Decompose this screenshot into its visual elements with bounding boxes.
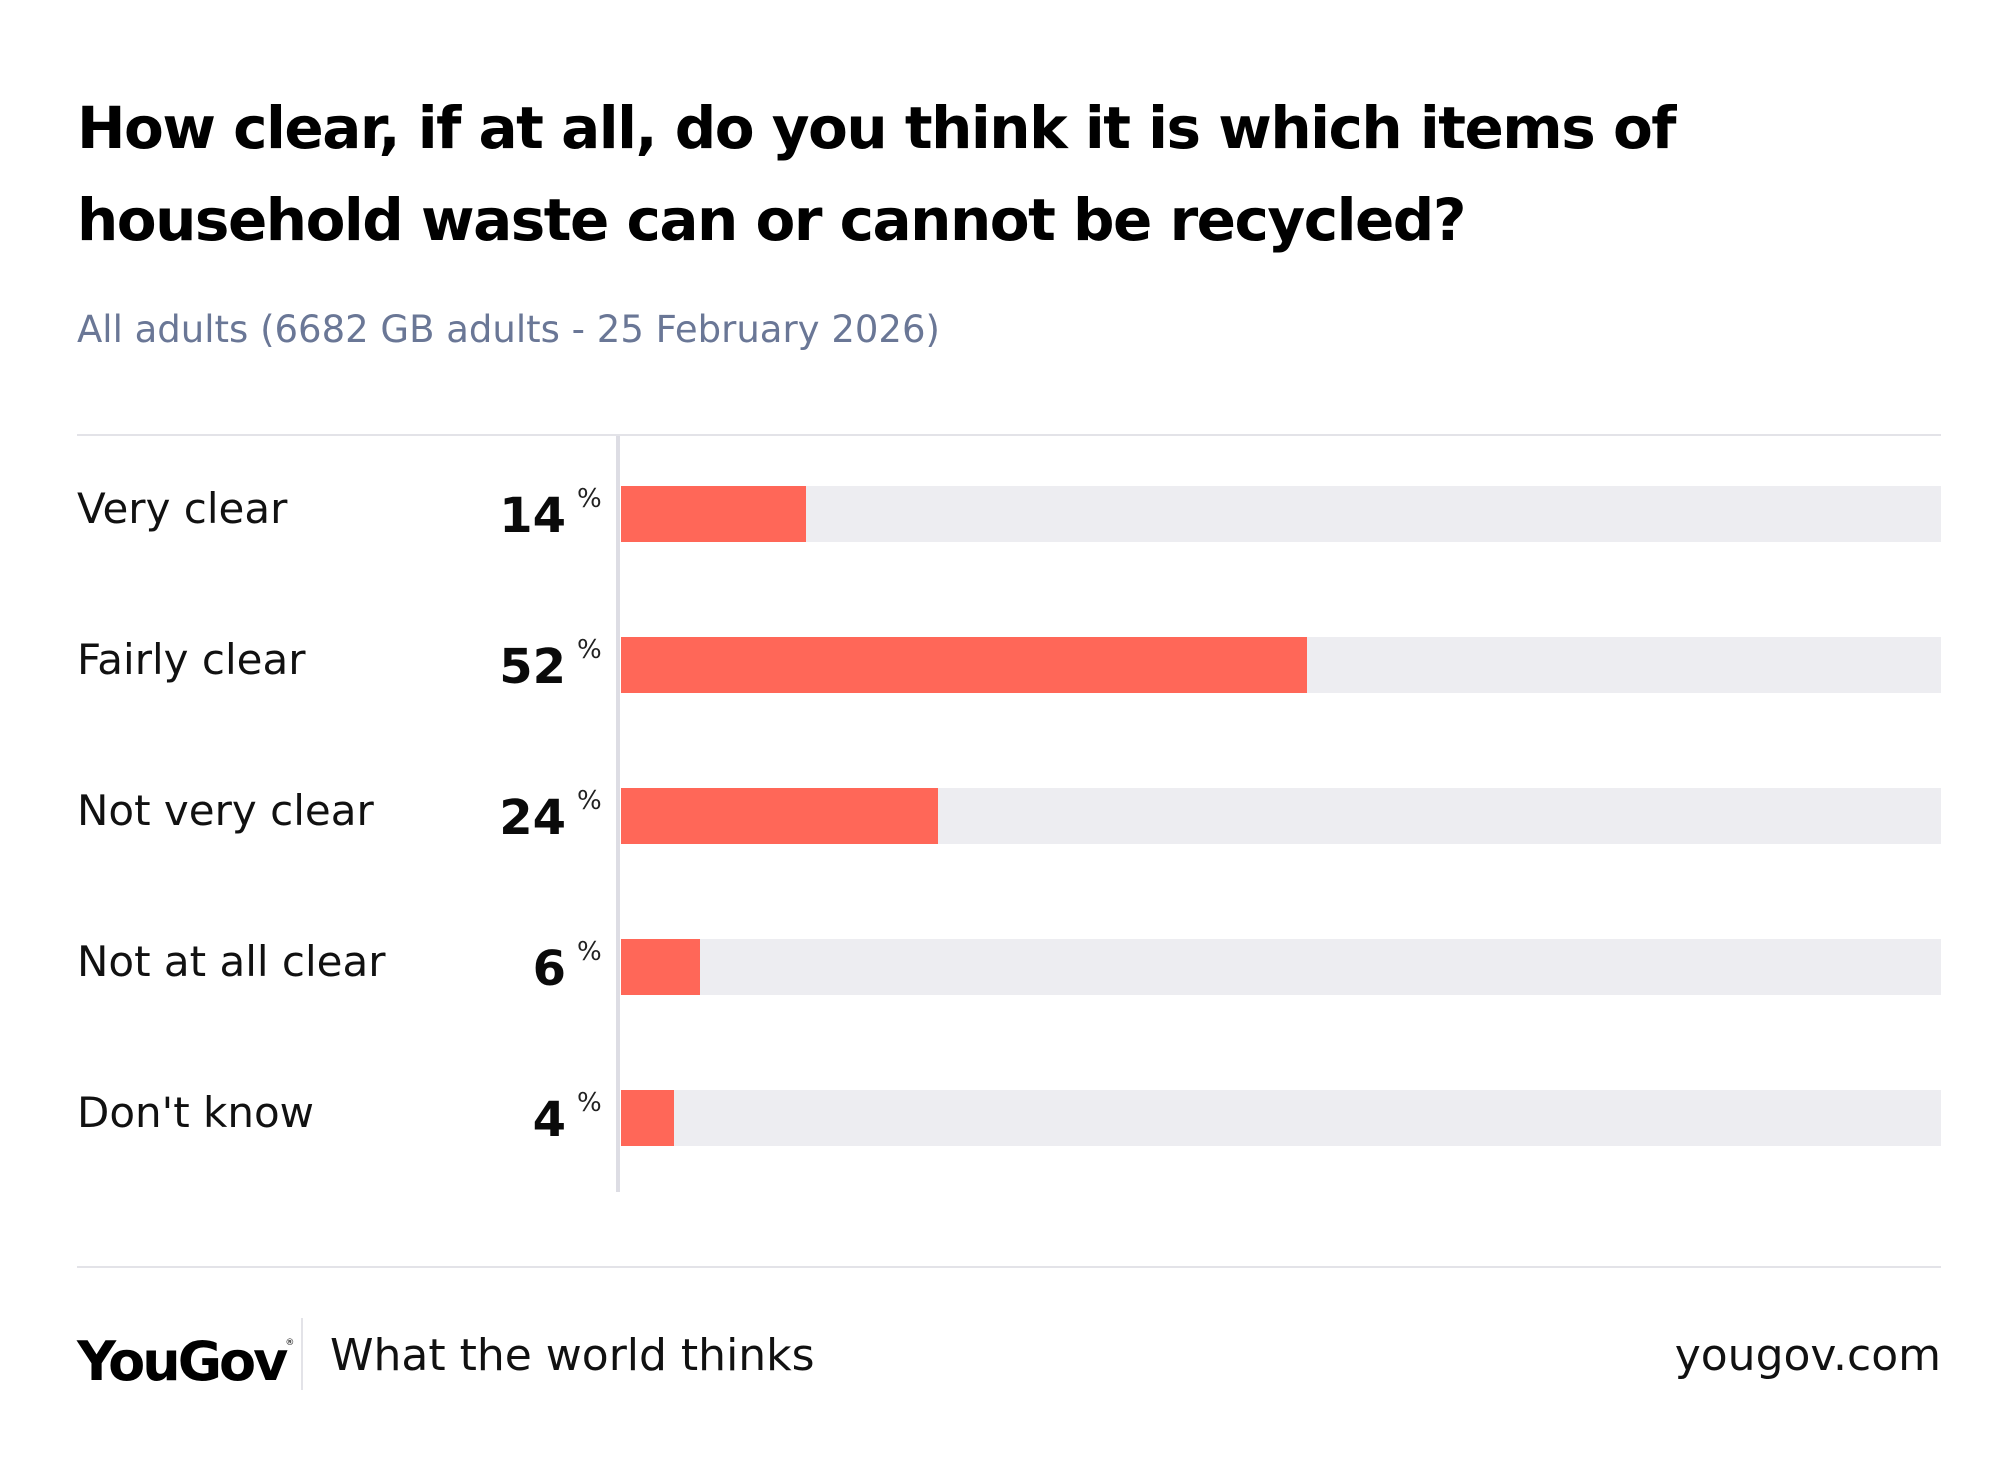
value-label: 6	[532, 941, 566, 997]
category-label: Fairly clear	[77, 635, 306, 684]
bar-track	[621, 788, 1941, 844]
bar-row: Don't know 4%	[0, 1088, 2000, 1168]
value-label: 52	[499, 639, 566, 695]
chart-title: How clear, if at all, do you think it is…	[77, 94, 1677, 254]
website-link[interactable]: yougov.com	[1674, 1330, 1941, 1381]
bar-fill	[621, 788, 938, 844]
footer: YouGov® What the world thinks yougov.com	[0, 1318, 2000, 1398]
percent-sign: %	[577, 1088, 602, 1118]
value-label: 4	[532, 1092, 566, 1148]
bar-fill	[621, 637, 1307, 693]
percent-sign: %	[577, 786, 602, 816]
bar-track	[621, 1090, 1941, 1146]
bar-track	[621, 486, 1941, 542]
bar-track	[621, 939, 1941, 995]
category-label: Not at all clear	[77, 937, 386, 986]
category-label: Don't know	[77, 1088, 315, 1137]
percent-sign: %	[577, 937, 602, 967]
category-label: Very clear	[77, 484, 288, 533]
bar-track	[621, 637, 1941, 693]
bottom-divider	[77, 1266, 1941, 1268]
bar-row: Not very clear 24%	[0, 786, 2000, 866]
footer-divider	[301, 1318, 303, 1390]
bar-fill	[621, 486, 806, 542]
bar-fill	[621, 939, 700, 995]
category-label: Not very clear	[77, 786, 374, 835]
bar-row: Very clear 14%	[0, 484, 2000, 564]
percent-sign: %	[577, 484, 602, 514]
chart-axis-line	[616, 436, 620, 1192]
bar-row: Fairly clear 52%	[0, 635, 2000, 715]
yougov-logo[interactable]: YouGov®	[77, 1330, 294, 1393]
percent-sign: %	[577, 635, 602, 665]
bar-fill	[621, 1090, 674, 1146]
tagline: What the world thinks	[330, 1330, 815, 1381]
value-label: 24	[499, 790, 566, 846]
chart-subtitle: All adults (6682 GB adults - 25 February…	[77, 308, 940, 351]
top-divider	[77, 434, 1941, 436]
value-label: 14	[499, 488, 566, 544]
logo-text: YouGov	[77, 1330, 288, 1393]
registered-mark: ®	[285, 1338, 295, 1348]
bar-row: Not at all clear 6%	[0, 937, 2000, 1017]
